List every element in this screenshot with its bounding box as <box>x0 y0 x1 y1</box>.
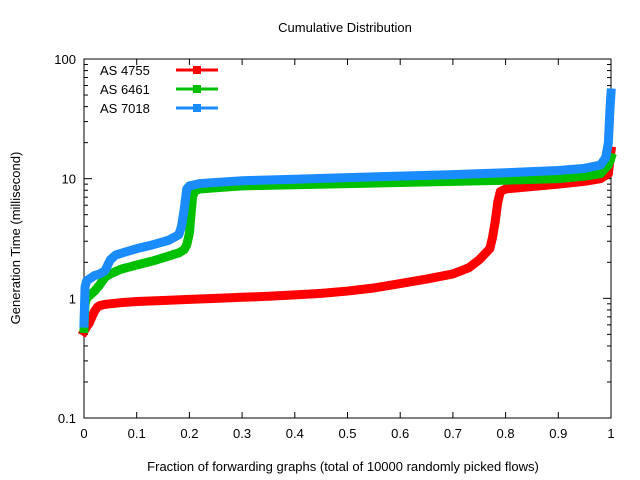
x-tick-label: 0.1 <box>128 426 146 441</box>
x-tick-label: 0.8 <box>497 426 515 441</box>
x-tick-label: 0 <box>80 426 87 441</box>
x-tick-label: 0.3 <box>233 426 251 441</box>
legend-item: AS 7018 <box>100 101 218 116</box>
x-tick-label: 1 <box>607 426 614 441</box>
legend-swatch-marker <box>193 66 201 74</box>
y-tick-label: 100 <box>54 52 76 67</box>
x-axis-label: Fraction of forwarding graphs (total of … <box>147 459 539 474</box>
x-axis-ticks: 0 0.1 0.2 0.3 0.4 0.5 0.6 0.7 0.8 0.9 1 <box>80 59 615 441</box>
x-tick-label: 0.9 <box>549 426 567 441</box>
y-axis-ticks: 0.1 1 10 100 <box>54 52 611 426</box>
series-end-marker <box>607 88 615 97</box>
y-axis-label: Generation Time (millisecond) <box>8 152 23 325</box>
chart-title: Cumulative Distribution <box>278 20 412 35</box>
x-tick-label: 0.5 <box>338 426 356 441</box>
series-as-6461 <box>79 151 617 334</box>
legend-swatch-marker <box>193 104 201 112</box>
x-tick-label: 0.6 <box>391 426 409 441</box>
series-line <box>79 151 617 334</box>
legend-label: AS 4755 <box>100 63 150 78</box>
series-line <box>77 146 616 338</box>
y-tick-label: 0.1 <box>58 411 76 426</box>
x-tick-label: 0.7 <box>444 426 462 441</box>
x-tick-label: 0.2 <box>180 426 198 441</box>
series-line <box>79 88 616 328</box>
series-end-marker <box>607 153 615 162</box>
legend: AS 4755 AS 6461 AS 7018 <box>100 63 218 116</box>
legend-label: AS 7018 <box>100 101 150 116</box>
legend-item: AS 4755 <box>100 63 218 78</box>
legend-swatch-marker <box>193 85 201 93</box>
y-tick-label: 1 <box>69 291 76 306</box>
series-layer <box>77 88 617 338</box>
legend-label: AS 6461 <box>100 82 150 97</box>
x-tick-label: 0.4 <box>286 426 304 441</box>
legend-item: AS 6461 <box>100 82 218 97</box>
series-as-7018 <box>79 88 616 328</box>
y-tick-label: 10 <box>62 172 76 187</box>
